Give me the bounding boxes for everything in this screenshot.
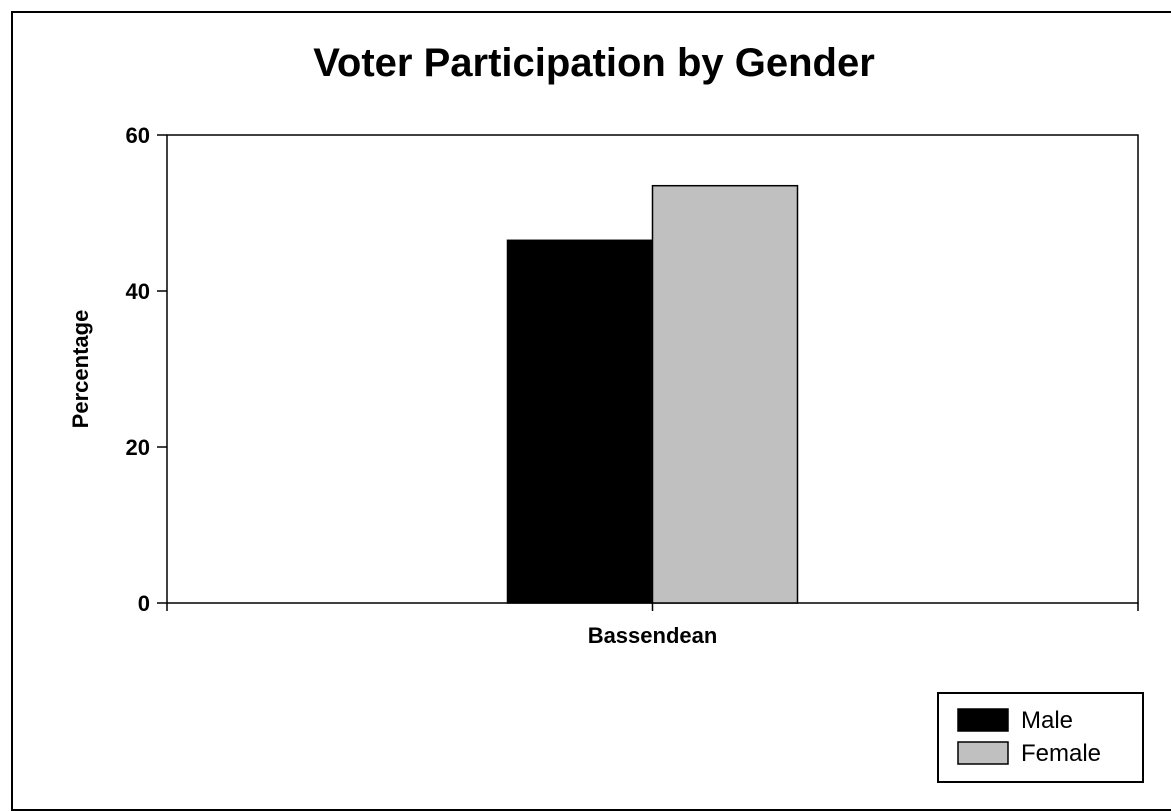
y-tick-label: 20 bbox=[126, 435, 150, 460]
chart-title: Voter Participation by Gender bbox=[313, 41, 875, 85]
legend-label-female: Female bbox=[1021, 740, 1101, 767]
y-tick-label: 60 bbox=[126, 123, 150, 148]
bar-female bbox=[651, 184, 799, 604]
legend-swatch-female bbox=[957, 741, 1009, 765]
bars-group bbox=[506, 184, 799, 604]
y-tick-label: 40 bbox=[126, 279, 150, 304]
legend-box bbox=[937, 692, 1144, 783]
x-tick-label: Bassendean bbox=[588, 623, 718, 648]
y-axis-label: Percentage bbox=[68, 310, 93, 429]
bar-male bbox=[506, 239, 654, 604]
legend-swatch-male bbox=[957, 708, 1009, 732]
y-tick-label: 0 bbox=[138, 591, 150, 616]
y-axis: 0 20 40 60 bbox=[126, 123, 167, 616]
x-axis: Bassendean bbox=[166, 603, 1139, 648]
legend: Male Female bbox=[937, 692, 1144, 783]
legend-label-male: Male bbox=[1021, 707, 1073, 734]
